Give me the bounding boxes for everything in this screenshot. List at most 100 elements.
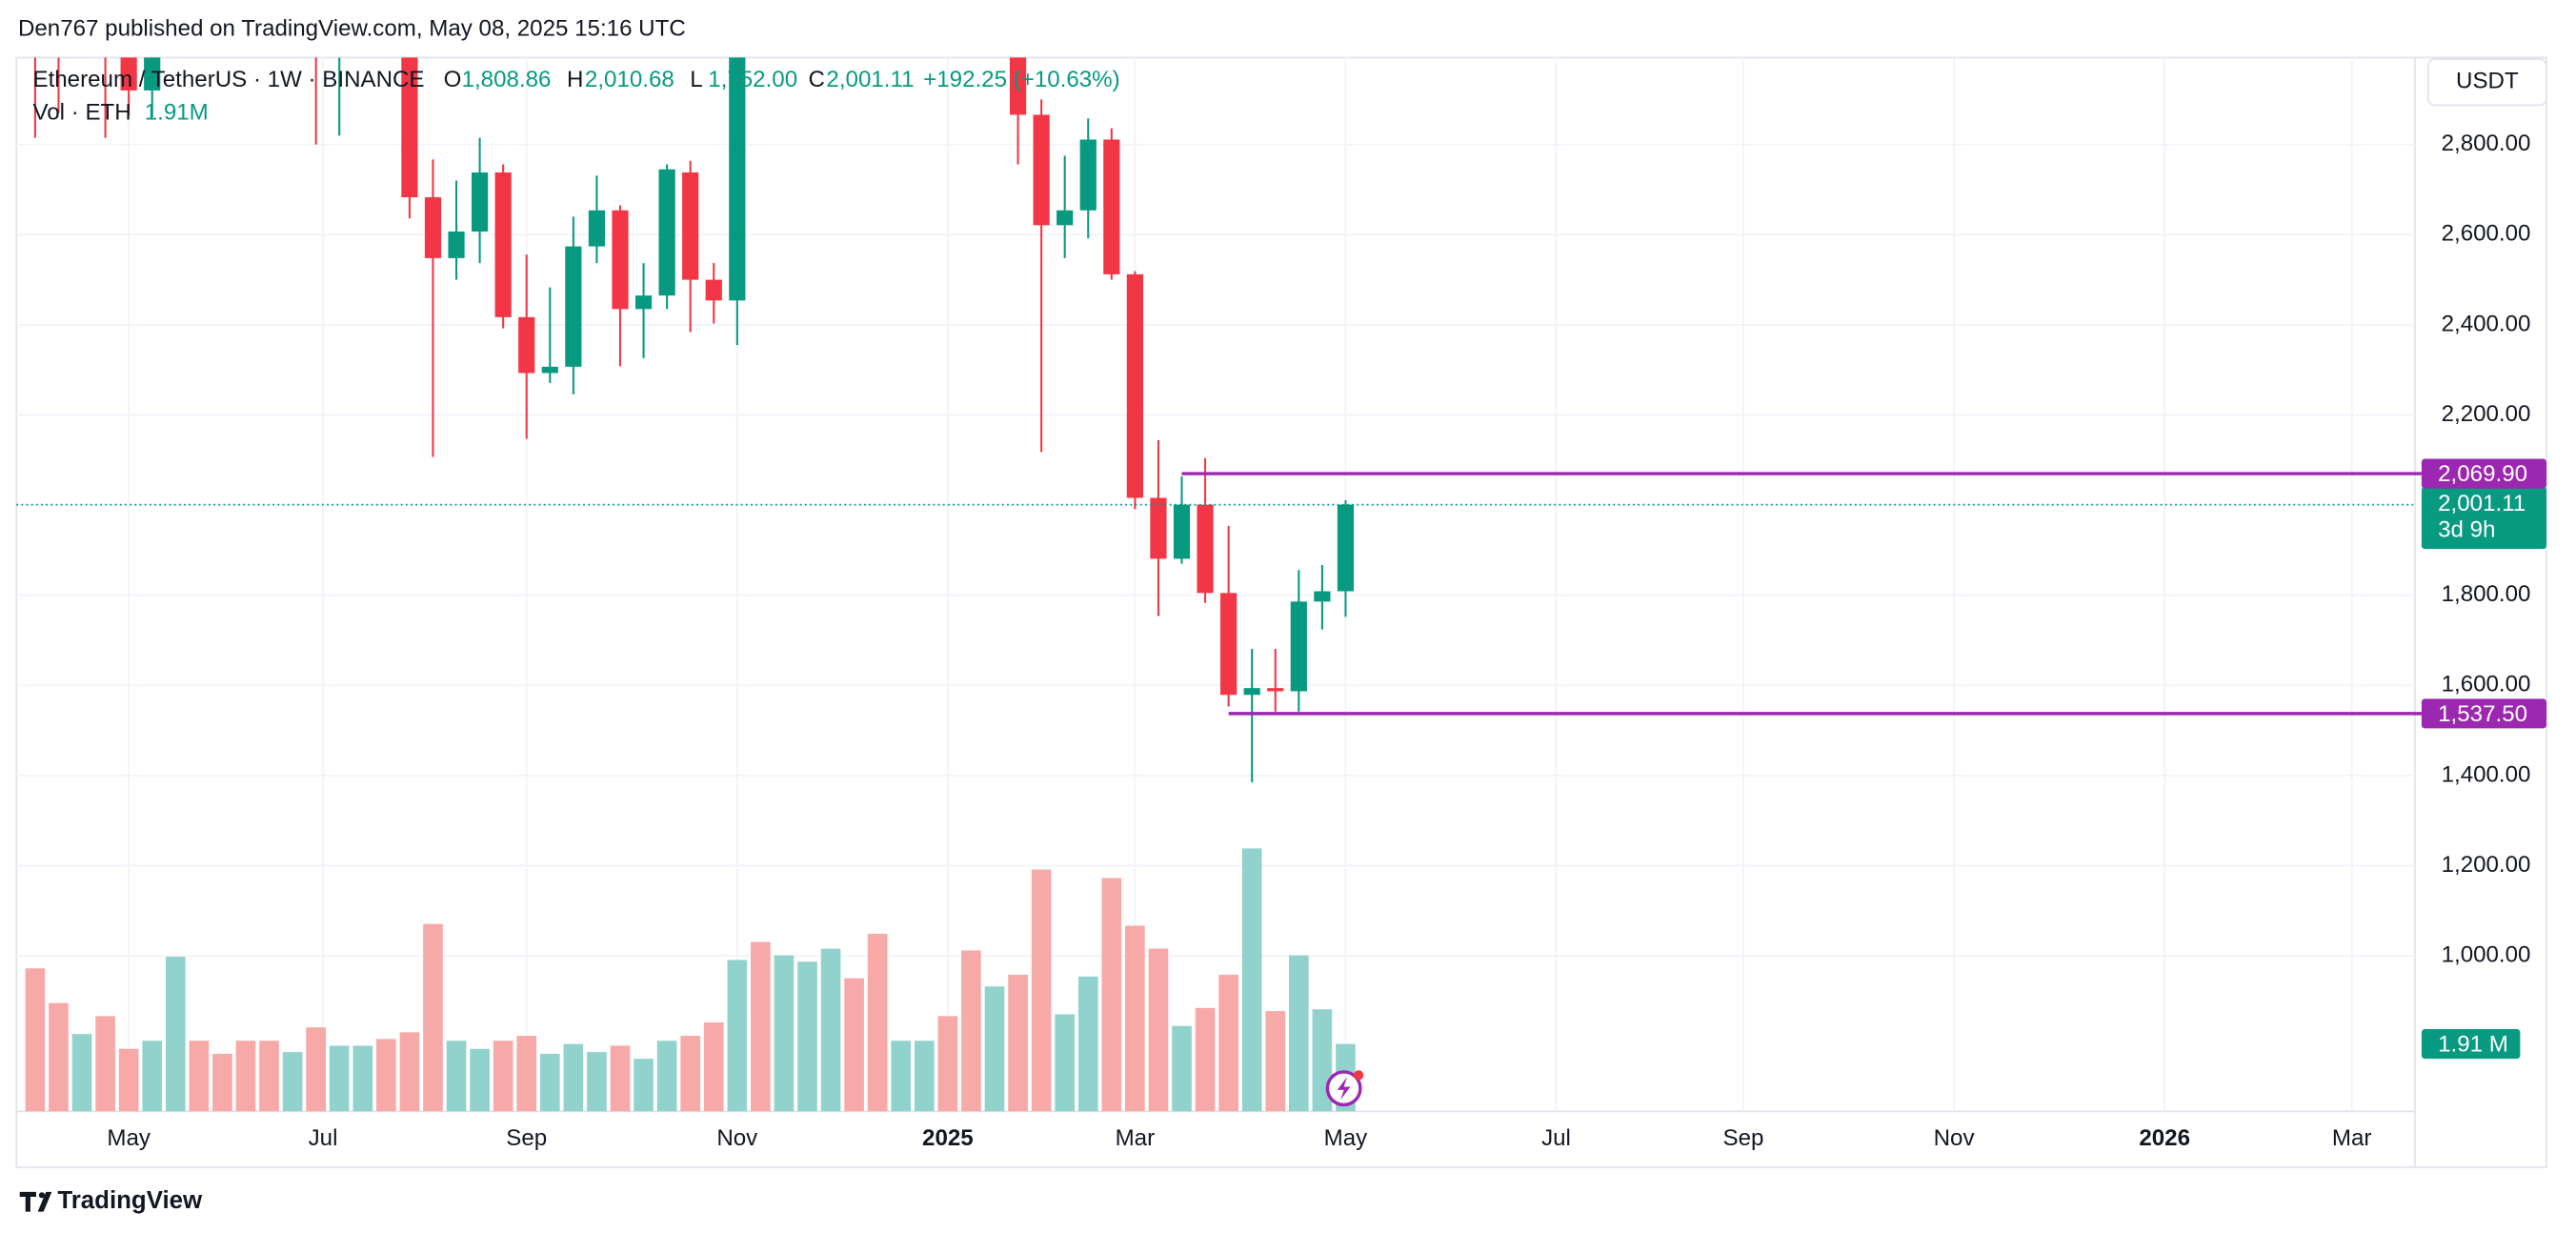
ohlc-value: 1,752.00 — [708, 67, 797, 92]
currency[interactable]: USDT — [2456, 69, 2519, 94]
candle-body — [658, 169, 675, 296]
volume-bar — [352, 1045, 373, 1112]
candle-body — [1079, 139, 1097, 211]
volume-bar — [656, 1041, 677, 1112]
candle-body — [424, 197, 442, 258]
candle-body — [565, 246, 582, 367]
volume-bar — [891, 1041, 912, 1112]
volume-pane — [25, 848, 1356, 1112]
volume-bar — [563, 1043, 584, 1112]
candle-body — [120, 57, 137, 91]
candle-body — [753, 10, 769, 32]
candle-body — [494, 172, 512, 317]
volume-bar — [25, 968, 46, 1112]
x-tick-label: Jul — [309, 1125, 338, 1151]
volume-bar — [118, 1048, 139, 1112]
volume-bar — [984, 986, 1005, 1112]
candle-body — [1337, 504, 1355, 592]
volume-bar — [1031, 869, 1052, 1112]
ohlc-label: L — [690, 67, 702, 92]
last-price-label: 2,001.11 — [2438, 491, 2526, 516]
x-tick-label: 2026 — [2139, 1125, 2190, 1151]
candle-body — [1173, 504, 1191, 559]
chart-frame — [15, 56, 2547, 1168]
countdown: 3d 9h — [2438, 517, 2495, 543]
x-tick-label: May — [107, 1125, 151, 1151]
ohlc-value: 2,010.68 — [585, 67, 674, 92]
volume-bar — [1265, 1011, 1286, 1112]
volume-badge — [2421, 1029, 2521, 1060]
candle-body — [1197, 504, 1214, 594]
volume-bar — [282, 1052, 303, 1112]
volume-bar — [1077, 976, 1098, 1112]
volume-bar — [774, 955, 795, 1112]
volume-bar — [259, 1041, 279, 1112]
volume-bar — [235, 1041, 256, 1112]
candle-body — [168, 0, 184, 10]
lightning-icon[interactable] — [1325, 1070, 1364, 1107]
candle-body — [1057, 210, 1074, 226]
y-tick-label: 1,000.00 — [2442, 942, 2531, 968]
volume-bar — [797, 961, 817, 1112]
candle-body — [612, 210, 629, 310]
level-badge — [2421, 698, 2546, 729]
volume-bar — [49, 1002, 69, 1112]
volume-bar — [470, 1048, 490, 1112]
candle-body — [729, 57, 746, 301]
volume-bar — [306, 1027, 326, 1112]
volume-bar — [703, 1021, 724, 1112]
volume-bar — [914, 1041, 935, 1112]
footer-brand: TradingView — [57, 1187, 203, 1214]
volume-bar — [1055, 1014, 1076, 1112]
volume-bar — [961, 950, 981, 1112]
x-tick-label: Jul — [1541, 1125, 1571, 1151]
volume-bar — [423, 923, 443, 1112]
x-tick-label: May — [1324, 1125, 1369, 1151]
published-line: Den767 published on TradingView.com, May… — [18, 15, 686, 41]
volume-bar — [1008, 974, 1028, 1112]
volume-bar — [844, 978, 864, 1112]
candle-body — [1033, 114, 1050, 226]
candle-body — [682, 172, 699, 280]
x-tick-label: Sep — [1723, 1125, 1764, 1151]
candle-body — [144, 57, 161, 91]
volume-bar — [680, 1036, 700, 1112]
volume-bar — [1101, 878, 1122, 1112]
ohlc-label: O — [444, 67, 462, 92]
y-tick-label: 2,600.00 — [2442, 221, 2531, 247]
candle-body — [588, 210, 606, 247]
y-tick-label: 2,200.00 — [2442, 401, 2531, 427]
ohlc-value: 2,001.11 — [826, 67, 914, 92]
volume-bar — [820, 948, 841, 1112]
volume-value: 1.91M — [145, 99, 209, 125]
candle-body — [541, 366, 558, 374]
x-tick-label: Mar — [1116, 1125, 1156, 1151]
volume-bar — [376, 1039, 396, 1112]
volume-bar — [189, 1041, 210, 1112]
currency-box[interactable] — [2426, 58, 2547, 107]
level-label: 2,069.90 — [2438, 461, 2527, 487]
volume-bar — [1218, 974, 1238, 1112]
x-tick-label: Sep — [506, 1125, 547, 1151]
volume-bar — [867, 934, 888, 1112]
ohlc-value: 1,808.86 — [462, 67, 552, 92]
footer-logo — [19, 1191, 52, 1212]
volume-bar — [727, 960, 748, 1112]
x-tick-label: 2025 — [922, 1125, 974, 1151]
last-price-badge — [2421, 486, 2546, 550]
y-tick-label: 1,400.00 — [2442, 761, 2531, 787]
candle-body — [1126, 273, 1143, 498]
volume-title: Vol · ETH — [32, 99, 131, 125]
volume-bar — [1125, 925, 1145, 1112]
x-tick-label: Mar — [2332, 1125, 2372, 1151]
volume-bar — [751, 941, 771, 1112]
x-tick-label: Nov — [1934, 1125, 1975, 1151]
volume-bar — [329, 1045, 350, 1112]
candle-body — [1009, 57, 1027, 115]
symbol: Ethereum / TetherUS · 1W · BINANCE — [32, 67, 424, 92]
candle-body — [634, 295, 653, 310]
ohlc-label: H — [567, 67, 583, 92]
ohlc-label: C — [808, 67, 824, 92]
